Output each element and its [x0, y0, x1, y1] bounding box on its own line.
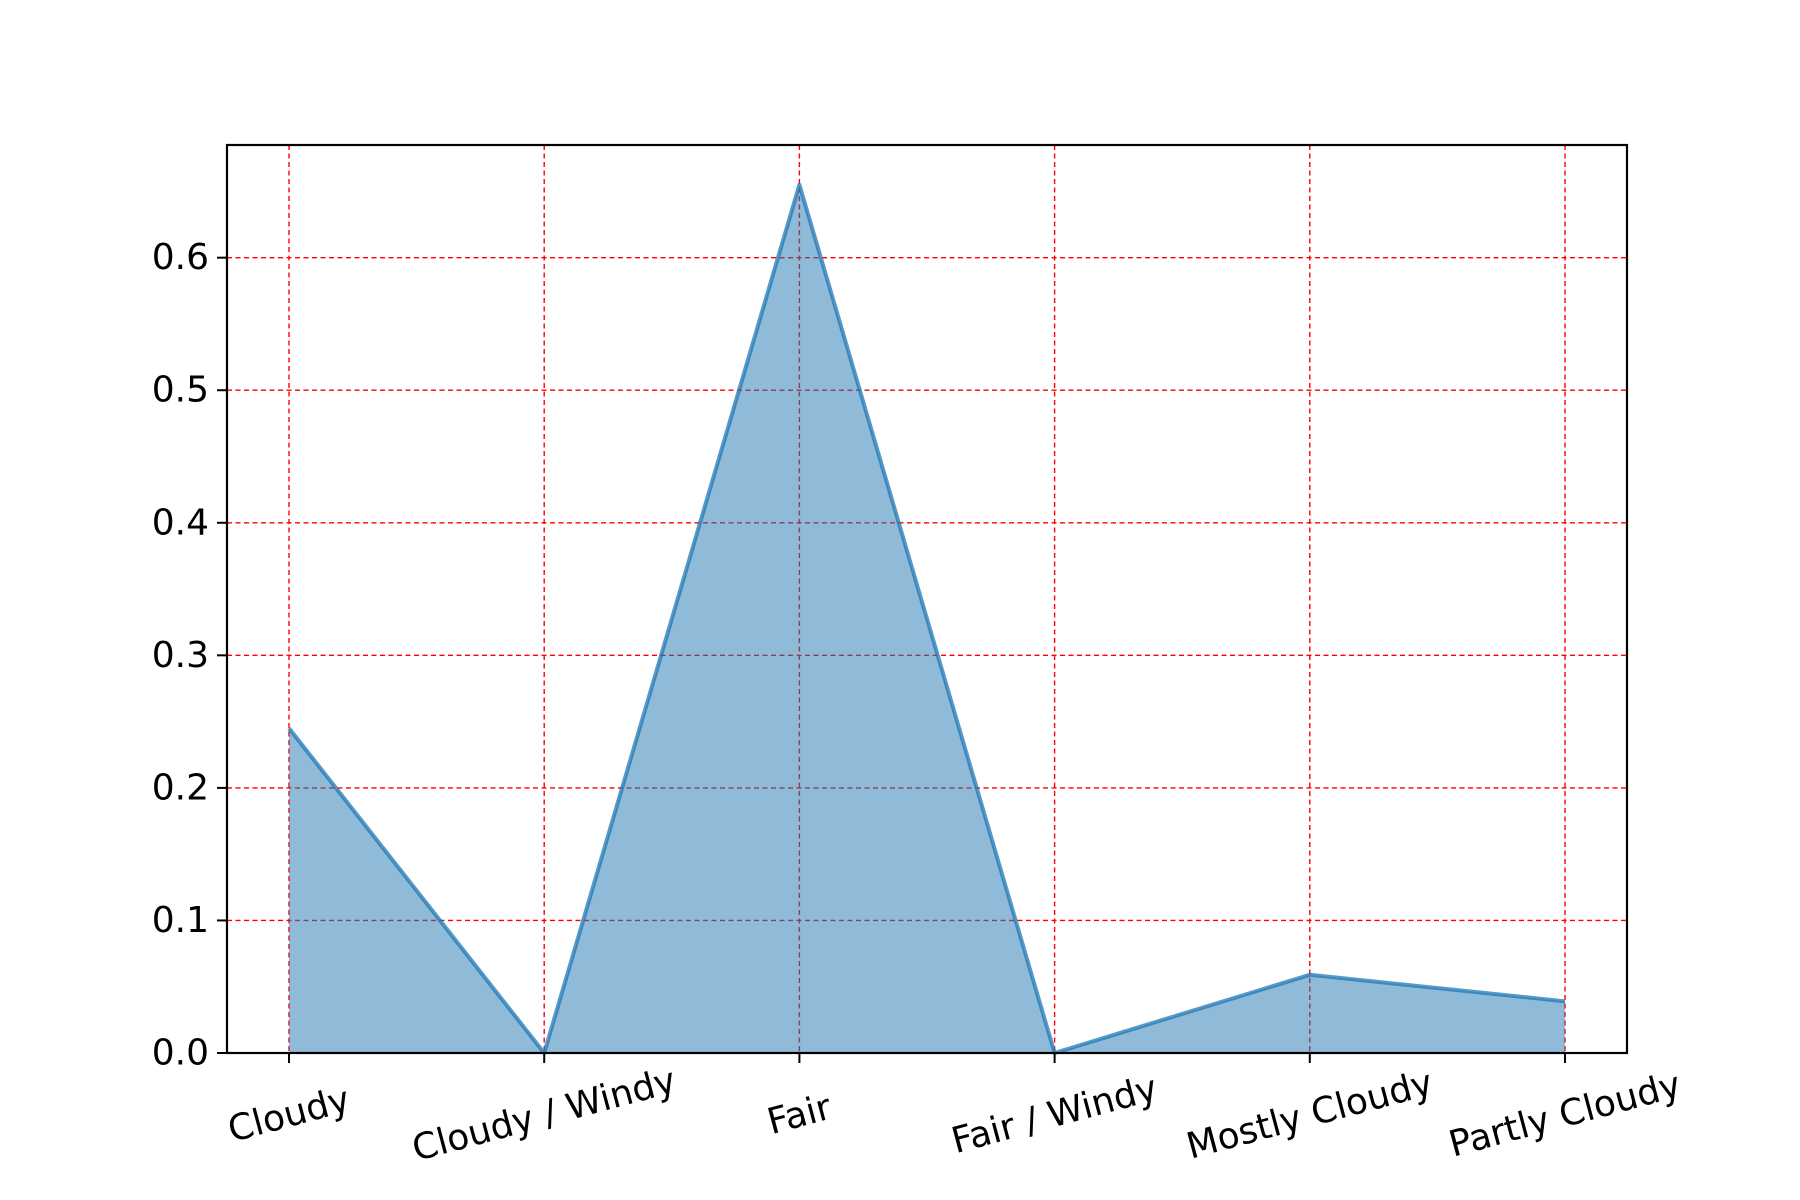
x-tick-label: Mostly Cloudy: [1182, 1062, 1437, 1167]
x-axis-ticks: Cloudy Cloudy / Windy Fair Fair / Windy Most…: [224, 1053, 1685, 1170]
x-tick-label: Fair / Windy: [947, 1068, 1161, 1162]
y-tick-label: 0.4: [152, 502, 209, 543]
y-tick-label: 0.5: [152, 370, 209, 411]
axes: [225, 143, 1629, 1055]
area-line: [287, 182, 1566, 1055]
area-series: [287, 182, 1566, 1055]
x-tick-label: Cloudy / Windy: [408, 1060, 680, 1170]
plot-frame: [225, 143, 1629, 1055]
area-fill: [289, 184, 1565, 1053]
x-tick-label: Fair: [763, 1087, 836, 1143]
y-axis-ticks: 0.0 0.1 0.2 0.3 0.4 0.5 0.6: [152, 237, 227, 1074]
x-tick-label: Partly Cloudy: [1445, 1064, 1685, 1165]
y-tick-label: 0.2: [152, 767, 209, 808]
y-tick-label: 0.0: [152, 1033, 209, 1074]
x-tick-label: Cloudy: [224, 1079, 355, 1151]
y-tick-label: 0.1: [152, 900, 209, 941]
y-tick-label: 0.6: [152, 237, 209, 278]
y-tick-label: 0.3: [152, 635, 209, 676]
